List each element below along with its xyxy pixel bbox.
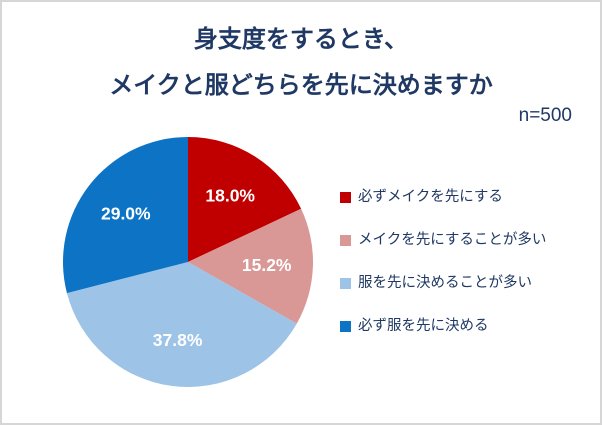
legend: 必ずメイクを先にする メイクを先にすることが多い 服を先に決めることが多い 必ず…	[340, 186, 546, 358]
legend-item: 服を先に決めることが多い	[340, 272, 546, 294]
legend-label: 必ずメイクを先にする	[358, 189, 503, 205]
slice-label-3: 29.0%	[101, 204, 151, 224]
sample-size-label: n=500	[518, 105, 572, 126]
chart-title-line2: メイクと服どちらを先に決めますか	[109, 72, 493, 99]
pie-chart: 18.0% 15.2% 37.8% 29.0%	[63, 137, 313, 387]
legend-label: メイクを先にすることが多い	[358, 232, 547, 248]
legend-label: 服を先に決めることが多い	[358, 275, 532, 291]
pie-slice-2	[66, 262, 297, 387]
legend-item: 必ず服を先に決める	[340, 315, 546, 337]
chart-title: 身支度をするとき、 メイクと服どちらを先に決めますか	[2, 17, 600, 109]
legend-item: 必ずメイクを先にする	[340, 186, 546, 208]
legend-swatch-clothes-often	[340, 277, 351, 289]
pie-slice-0	[188, 137, 302, 262]
pie-slice-3	[63, 137, 188, 294]
slice-label-1: 15.2%	[242, 255, 292, 275]
legend-swatch-clothes-always	[340, 320, 351, 332]
legend-swatch-makeup-often	[340, 234, 351, 246]
legend-label: 必ず服を先に決める	[358, 318, 489, 334]
legend-item: メイクを先にすることが多い	[340, 229, 546, 251]
legend-swatch-makeup-always	[340, 191, 351, 203]
chart-title-line1: 身支度をするとき、	[193, 26, 409, 53]
slice-label-0: 18.0%	[205, 186, 255, 206]
slice-label-2: 37.8%	[153, 330, 203, 350]
pie-slice-1	[188, 208, 313, 324]
